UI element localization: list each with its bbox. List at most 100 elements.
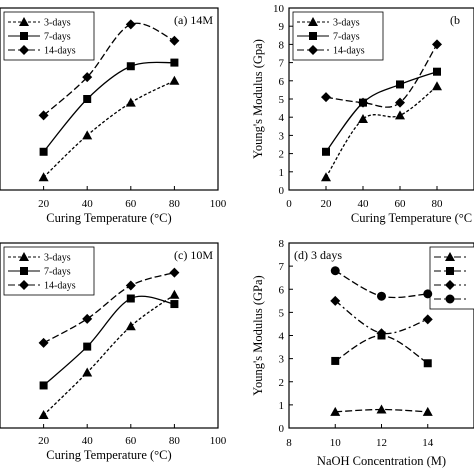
series-1 [38, 289, 180, 420]
x-tick-label: 40 [82, 435, 94, 447]
data-point [358, 97, 368, 108]
legend-label: 3-days [44, 18, 71, 29]
data-point [169, 75, 180, 85]
x-tick-label: 20 [38, 198, 50, 210]
data-point [330, 295, 341, 306]
series-line [43, 271, 175, 344]
x-tick-label: 80 [432, 198, 444, 210]
data-point [321, 172, 331, 182]
data-point [432, 39, 442, 50]
plot-frame [0, 242, 219, 429]
data-point [376, 404, 387, 414]
x-tick-label: 40 [358, 198, 370, 210]
legend-marker [445, 294, 455, 304]
series-line [43, 295, 175, 386]
data-point [169, 289, 180, 299]
legend-marker [19, 17, 29, 26]
x-tick-label: 40 [82, 198, 94, 210]
data-point [126, 62, 135, 71]
y-tick-label: 5 [279, 94, 285, 106]
chart-panel-2: 0 20 40 60 80 0 1 2 3 4 5 6 7 8 9 10 Curing Temperature … [251, 3, 474, 225]
data-point [422, 314, 433, 325]
series-line [43, 61, 175, 153]
panel-title: (b [450, 13, 460, 27]
data-point [83, 95, 92, 103]
data-point [125, 19, 136, 30]
data-point [38, 337, 49, 348]
legend-marker [308, 45, 318, 55]
chart-panel-3: 20 40 60 80 100 Curing Temperature (°C) (c) 10… [0, 242, 227, 462]
y-tick-label: 3 [279, 130, 285, 142]
series-1 [330, 404, 433, 416]
y-tick-label: 7 [279, 261, 285, 273]
series-2 [39, 58, 179, 156]
legend: 3-days 7-days 14-days [3, 11, 95, 61]
x-tick-label: 10 [330, 437, 342, 449]
y-tick-label: 10 [273, 3, 285, 15]
y-tick-label: 1 [279, 400, 285, 412]
y-tick-label: 9 [279, 21, 285, 33]
x-axis-label: Curing Temperature (°C [351, 211, 472, 225]
y-tick-label: 7 [279, 58, 285, 70]
y-tick-label: 0 [279, 423, 285, 435]
data-point [321, 92, 331, 103]
series-4 [330, 266, 433, 301]
data-point [125, 321, 136, 331]
data-point [422, 406, 433, 416]
chart-panel-1: 20 40 60 80 100 Curing Temperature (°C) (a) 14… [0, 7, 227, 225]
y-axis-label: Young's Modulus (Gpa) [251, 39, 265, 159]
y-tick-label: 6 [279, 76, 285, 88]
x-tick-label: 100 [210, 435, 227, 447]
data-point [395, 97, 405, 108]
series-line [43, 22, 175, 116]
legend-box [3, 246, 95, 296]
series-line [325, 85, 438, 178]
data-point [330, 266, 340, 276]
data-point [169, 267, 180, 278]
y-tick-label: 2 [279, 149, 285, 161]
y-tick-label: 4 [279, 331, 285, 343]
legend-label: 14-days [44, 46, 76, 57]
x-tick-label: 80 [169, 435, 181, 447]
data-point [83, 342, 92, 351]
legend-marker [308, 17, 318, 26]
data-point [170, 300, 179, 309]
x-tick-label: 12 [376, 437, 387, 449]
x-axis-label: Curing Temperature (°C) [46, 211, 171, 225]
series-3 [38, 19, 180, 121]
series-line [325, 44, 438, 108]
data-point [377, 291, 386, 301]
panel-title: (a) 14M [174, 13, 213, 27]
x-tick-label: 14 [422, 437, 434, 449]
legend: 3-days 7-days 14-days [3, 246, 95, 296]
series-line [43, 294, 175, 416]
series-2 [39, 294, 179, 390]
legend-marker [19, 252, 29, 261]
legend-marker [19, 45, 29, 55]
data-point [330, 406, 341, 416]
x-tick-label: 0 [286, 198, 292, 210]
y-tick-label: 1 [279, 167, 285, 179]
legend-label: 7-days [333, 32, 360, 43]
panel-title: (c) 10M [174, 248, 213, 262]
x-tick-label: 60 [125, 198, 137, 210]
x-tick-label: 20 [321, 198, 333, 210]
x-tick-label: 8 [286, 437, 292, 449]
y-tick-label: 4 [279, 112, 285, 124]
legend: 3-days 7-days 14-days [292, 11, 384, 61]
y-tick-label: 0 [279, 185, 285, 197]
legend [429, 246, 474, 310]
x-tick-label: 60 [125, 435, 137, 447]
data-point [125, 280, 136, 291]
series-1 [38, 75, 180, 182]
data-point [170, 58, 179, 67]
legend-label: 3-days [333, 18, 360, 29]
y-tick-label: 8 [279, 238, 285, 250]
legend-marker [446, 267, 454, 275]
legend-label: 7-days [44, 267, 71, 278]
data-point [82, 367, 93, 377]
plot-frame [0, 7, 219, 191]
data-point [39, 381, 48, 390]
data-point [82, 313, 93, 324]
